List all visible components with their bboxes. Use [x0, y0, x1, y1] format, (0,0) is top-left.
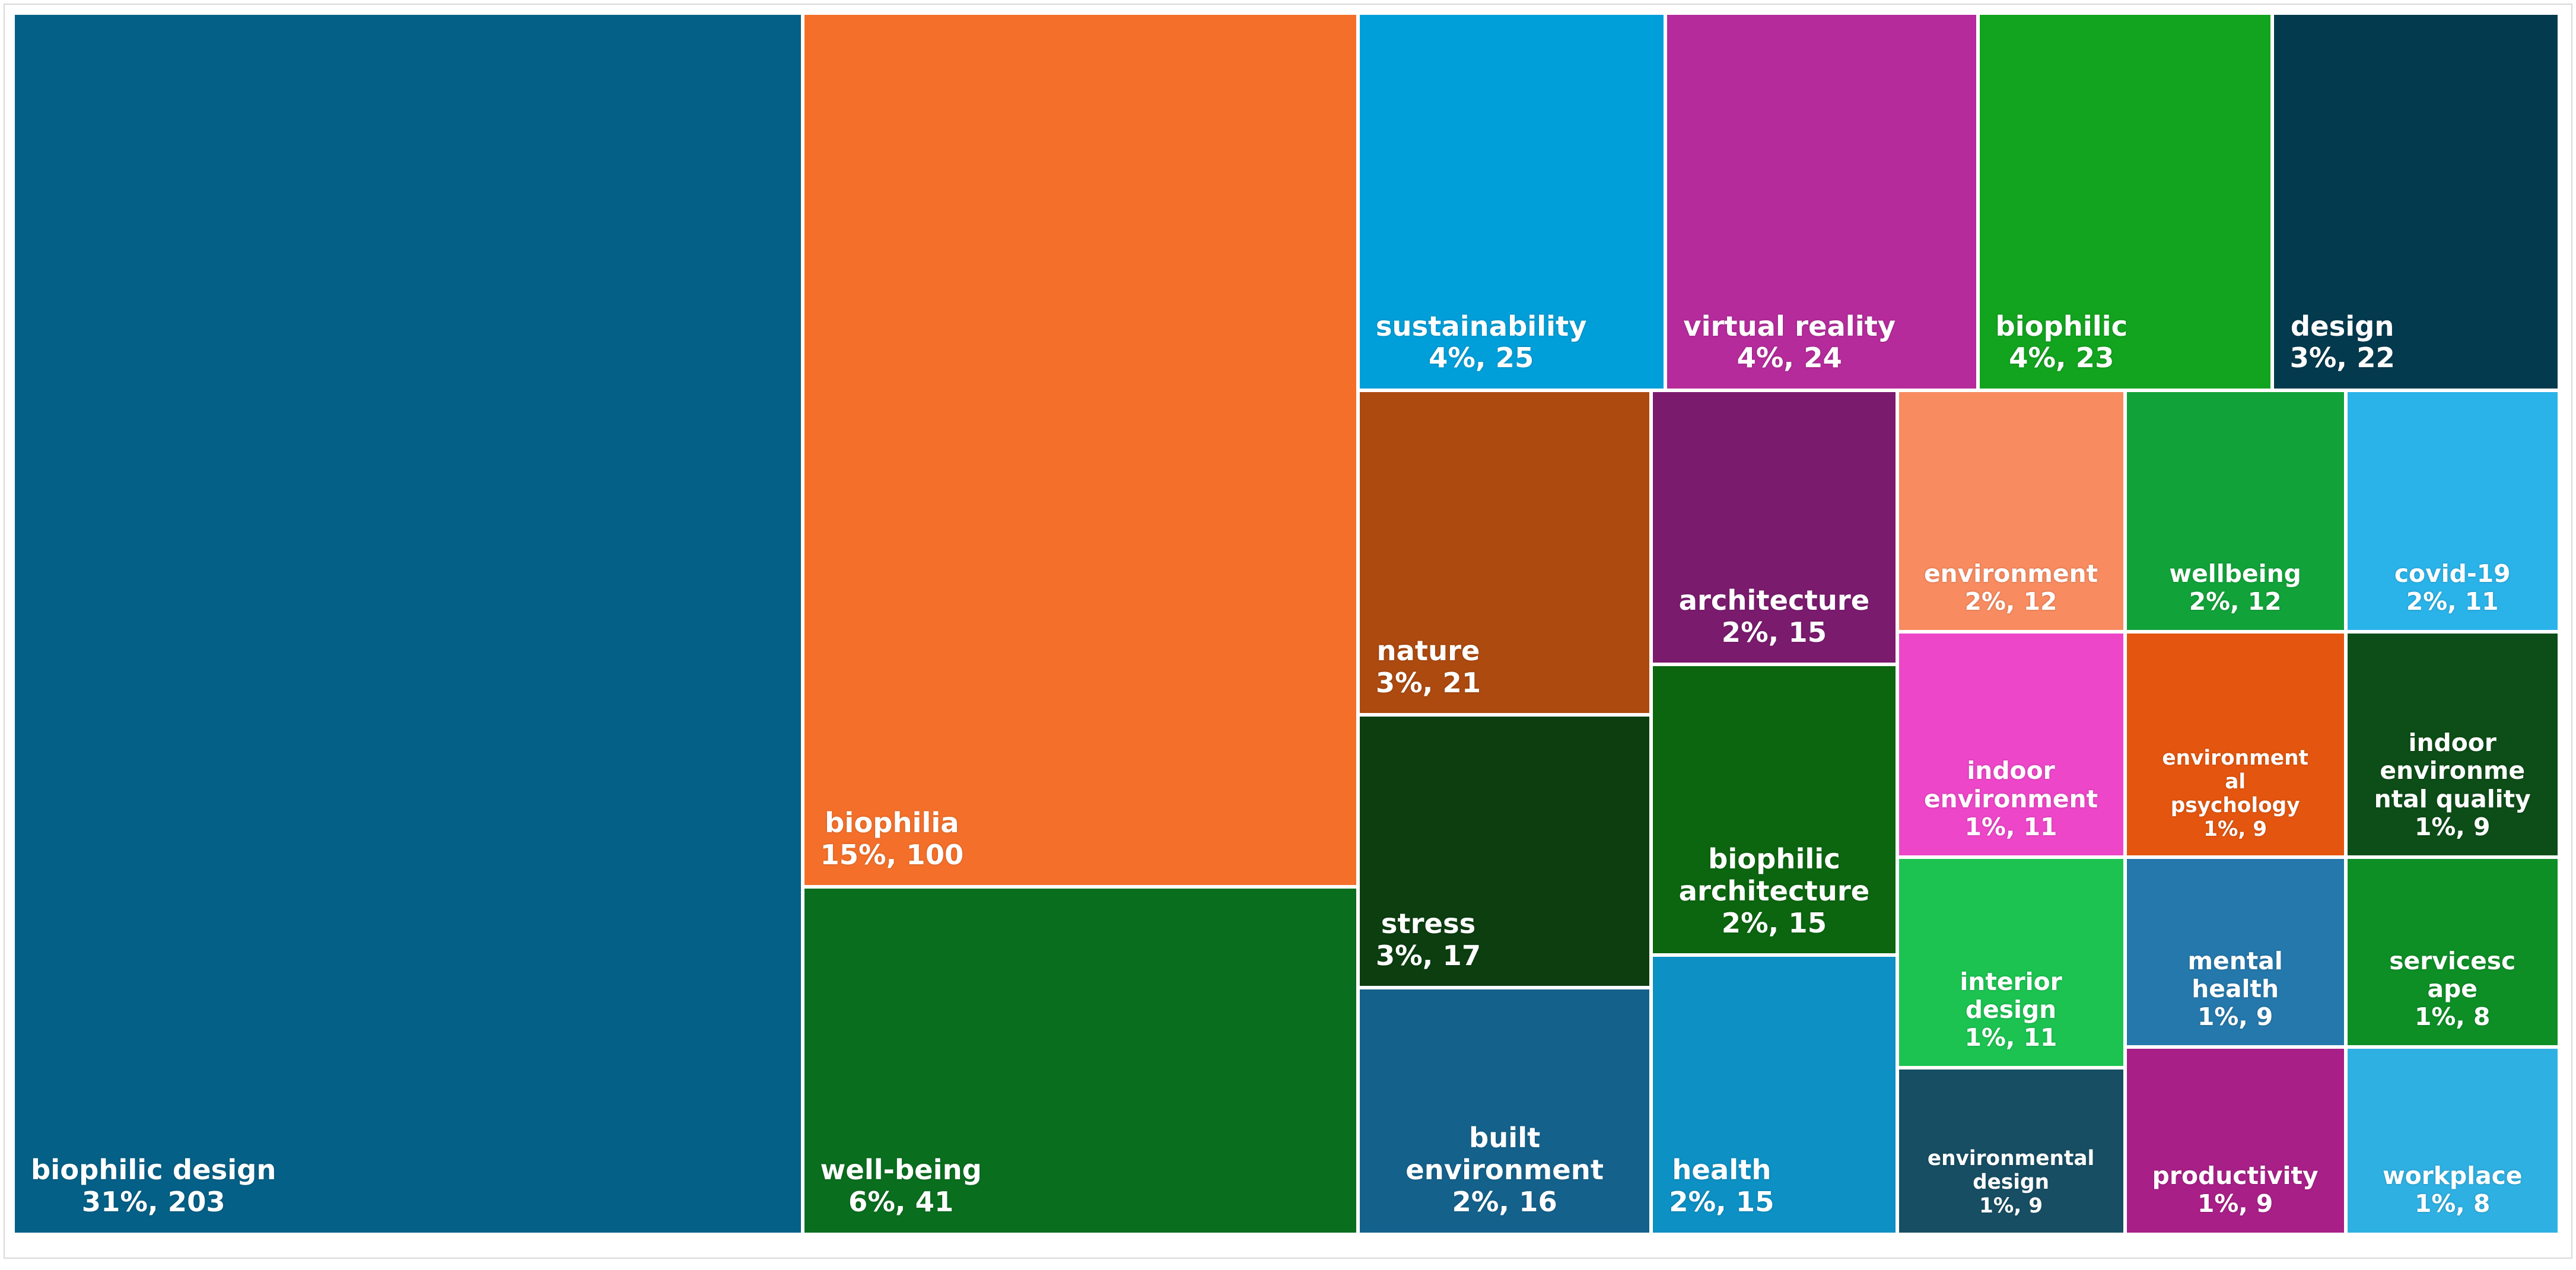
tile-label: biophilic design 31%, 203 [31, 1153, 276, 1218]
treemap-tile-built-environment: built environment 2%, 16 [1357, 988, 1652, 1234]
treemap-tile-health: health 2%, 15 [1651, 955, 1897, 1234]
treemap-tile-wellbeing: wellbeing 2%, 12 [2125, 390, 2346, 632]
treemap-tile-environmental-psychology: environment al psychology 1%, 9 [2125, 632, 2346, 858]
treemap-tile-architecture: architecture 2%, 15 [1651, 390, 1897, 665]
tile-label: virtual reality 4%, 24 [1683, 310, 1896, 374]
tile-label: environment 2%, 12 [1923, 559, 2098, 616]
tile-label: covid-19 2%, 11 [2394, 559, 2511, 616]
treemap-tile-design: design 3%, 22 [2272, 13, 2559, 391]
tile-label: health 2%, 15 [1669, 1153, 1774, 1218]
tile-label: environment al psychology 1%, 9 [2162, 746, 2308, 841]
tile-label: workplace 1%, 8 [2382, 1161, 2523, 1218]
treemap-tile-biophilic: biophilic 4%, 23 [1977, 13, 2272, 391]
tile-label: biophilic 4%, 23 [1995, 310, 2128, 374]
tile-label: biophilia 15%, 100 [820, 806, 964, 871]
tile-label: productivity 1%, 9 [2152, 1161, 2319, 1218]
tile-label: interior design 1%, 11 [1960, 967, 2062, 1052]
treemap-tile-well-being: well-being 6%, 41 [802, 887, 1358, 1234]
tile-label: wellbeing 2%, 12 [2169, 559, 2301, 616]
tile-label: well-being 6%, 41 [820, 1153, 982, 1218]
tile-label: design 3%, 22 [2289, 310, 2395, 374]
tile-label: servicesc ape 1%, 8 [2389, 946, 2516, 1032]
tile-label: nature 3%, 21 [1375, 634, 1481, 699]
treemap-tile-productivity: productivity 1%, 9 [2125, 1047, 2346, 1234]
treemap-tile-workplace: workplace 1%, 8 [2345, 1047, 2559, 1234]
tile-label: environmental design 1%, 9 [1927, 1147, 2095, 1218]
treemap-tile-biophilic-design: biophilic design 31%, 203 [13, 13, 803, 1234]
tile-label: stress 3%, 17 [1375, 907, 1481, 972]
treemap-tile-mental-health: mental health 1%, 9 [2125, 857, 2346, 1048]
treemap-tile-biophilic-architecture: biophilic architecture 2%, 15 [1651, 664, 1897, 956]
tile-label: indoor environme ntal quality 1%, 9 [2374, 728, 2531, 842]
treemap-tile-biophilia: biophilia 15%, 100 [802, 13, 1358, 887]
tile-label: sustainability 4%, 25 [1375, 310, 1587, 374]
tile-label: built environment 2%, 16 [1405, 1122, 1604, 1218]
treemap-tile-interior-design: interior design 1%, 11 [1897, 857, 2125, 1068]
treemap-tile-nature: nature 3%, 21 [1357, 390, 1652, 715]
tile-label: mental health 1%, 9 [2187, 946, 2283, 1032]
treemap-tile-sustainability: sustainability 4%, 25 [1357, 13, 1666, 391]
tile-label: architecture 2%, 15 [1678, 584, 1870, 648]
treemap-tile-environment: environment 2%, 12 [1897, 390, 2125, 632]
tile-label: biophilic architecture 2%, 15 [1678, 842, 1870, 939]
tile-label: indoor environment 1%, 11 [1923, 756, 2098, 842]
treemap-tile-virtual-reality: virtual reality 4%, 24 [1665, 13, 1978, 391]
treemap-plot-area: biophilic design 31%, 203 biophilia 15%, … [13, 13, 2559, 1234]
treemap-tile-servicescape: servicesc ape 1%, 8 [2345, 857, 2559, 1048]
treemap-tile-indoor-environment: indoor environment 1%, 11 [1897, 632, 2125, 858]
treemap-tile-environmental-design: environmental design 1%, 9 [1897, 1068, 2125, 1234]
treemap-tile-stress: stress 3%, 17 [1357, 715, 1652, 988]
treemap-tile-indoor-environmental-quality: indoor environme ntal quality 1%, 9 [2345, 632, 2559, 858]
treemap-tile-covid-19: covid-19 2%, 11 [2345, 390, 2559, 632]
